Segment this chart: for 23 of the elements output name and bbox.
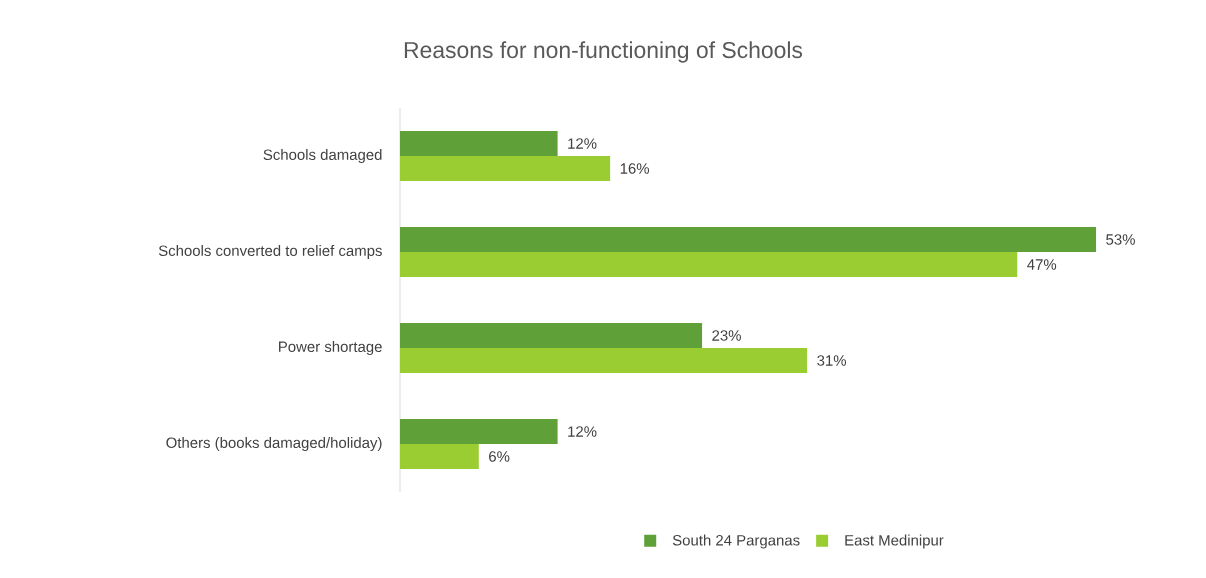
- bar: [400, 156, 611, 181]
- bar: [400, 348, 808, 373]
- data-label: 16%: [620, 163, 650, 174]
- data-label: 31%: [817, 355, 847, 366]
- bar: [400, 252, 1018, 277]
- legend-label: South 24 Parganas: [672, 534, 800, 549]
- y-tick-label: Others (books damaged/holiday): [166, 437, 382, 451]
- bar: [400, 227, 1097, 252]
- y-tick-label: Schools converted to relief camps: [158, 245, 382, 259]
- data-label: 47%: [1027, 259, 1057, 270]
- data-label: 12%: [568, 426, 597, 437]
- legend-label: East Medinipur: [845, 534, 944, 549]
- bar: [400, 323, 703, 348]
- data-label: 12%: [568, 138, 597, 149]
- bar: [400, 444, 479, 469]
- y-tick-label: Schools damaged: [263, 149, 382, 163]
- data-label: 6%: [489, 451, 510, 462]
- data-label: 53%: [1106, 234, 1135, 245]
- chart-title: Reasons for non-functioning of Schools: [404, 41, 803, 63]
- bar: [400, 131, 558, 156]
- bar: [400, 419, 558, 444]
- y-tick-label: Power shortage: [279, 341, 382, 355]
- data-label: 23%: [712, 330, 741, 341]
